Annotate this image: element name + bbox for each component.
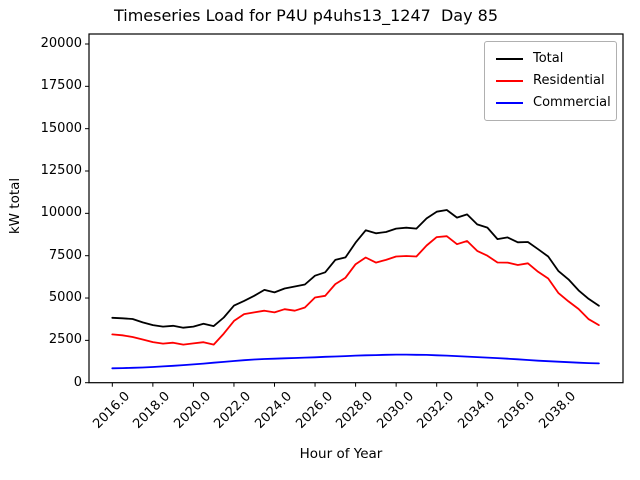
series-line-total — [111, 209, 600, 329]
y-tick-label: 20000 — [40, 35, 82, 51]
series-line-commercial — [111, 353, 600, 370]
legend-item-residential: Residential — [485, 70, 616, 92]
y-tick-label: 12500 — [40, 163, 82, 178]
series-line-residential — [111, 235, 600, 346]
legend-item-total: Total — [485, 48, 616, 70]
y-tick-label: 15000 — [40, 120, 82, 136]
legend-swatch-commercial — [496, 102, 523, 104]
legend-item-commercial: Commercial — [485, 92, 616, 114]
chart-title: Timeseries Load for P4U p4uhs13_1247 Day… — [113, 6, 499, 25]
legend: Total Residential Commercial — [484, 41, 617, 121]
y-tick-label: 10000 — [40, 205, 82, 221]
y-tick-label: 7500 — [48, 247, 82, 263]
legend-swatch-residential — [496, 80, 523, 82]
y-tick-label: 5000 — [48, 290, 82, 306]
y-axis-label: kW total — [7, 177, 23, 235]
legend-label-total: Total — [533, 51, 564, 66]
y-tick-label: 0 — [73, 374, 82, 390]
legend-label-commercial: Commercial — [533, 95, 611, 110]
legend-swatch-total — [496, 58, 523, 60]
y-tick-label: 17500 — [40, 78, 82, 94]
y-tick-label: 2500 — [48, 332, 82, 348]
legend-label-residential: Residential — [533, 73, 605, 88]
x-axis-label: Hour of Year — [299, 446, 383, 462]
